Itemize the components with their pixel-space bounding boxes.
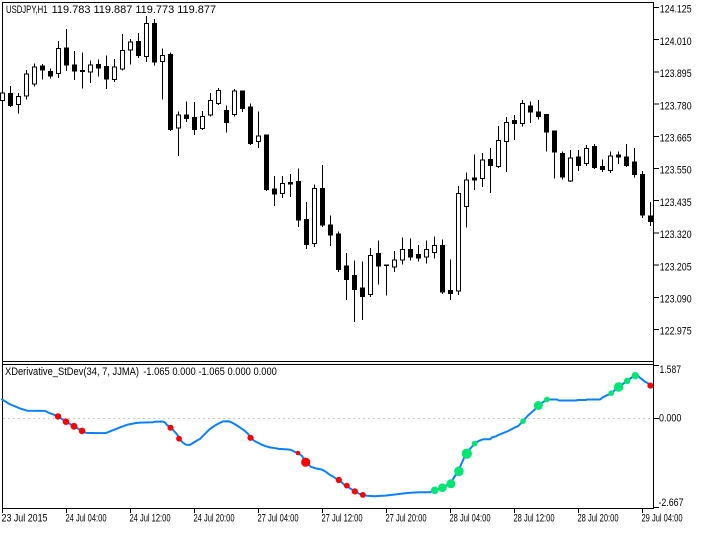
svg-text:USDJPY,H1: USDJPY,H1 <box>6 4 48 16</box>
svg-text:123.435: 123.435 <box>660 197 692 209</box>
svg-text:28 Jul 20:00: 28 Jul 20:00 <box>578 513 619 525</box>
svg-text:23 Jul 2015: 23 Jul 2015 <box>2 513 48 525</box>
svg-text:-1.065 0.000 -1.065 0.000 0.00: -1.065 0.000 -1.065 0.000 0.000 <box>143 366 277 378</box>
svg-text:1.587: 1.587 <box>660 364 682 376</box>
svg-text:-2.667: -2.667 <box>659 497 684 509</box>
svg-text:27 Jul 04:00: 27 Jul 04:00 <box>258 513 299 525</box>
svg-text:24 Jul 20:00: 24 Jul 20:00 <box>194 513 235 525</box>
svg-text:27 Jul 12:00: 27 Jul 12:00 <box>322 513 363 525</box>
svg-text:123.665: 123.665 <box>660 133 692 145</box>
svg-text:24 Jul 04:00: 24 Jul 04:00 <box>66 513 107 525</box>
svg-text:28 Jul 12:00: 28 Jul 12:00 <box>514 513 555 525</box>
svg-text:119.783 119.887 119.773 119.87: 119.783 119.887 119.773 119.877 <box>52 4 217 16</box>
svg-text:123.205: 123.205 <box>660 261 692 273</box>
svg-text:24 Jul 12:00: 24 Jul 12:00 <box>130 513 171 525</box>
svg-text:124.125: 124.125 <box>660 4 692 16</box>
svg-text:122.975: 122.975 <box>660 326 692 338</box>
svg-text:27 Jul 20:00: 27 Jul 20:00 <box>386 513 427 525</box>
svg-text:123.320: 123.320 <box>660 229 692 241</box>
svg-text:123.780: 123.780 <box>660 100 692 112</box>
svg-text:XDerivative_StDev(34, 7, JJMA): XDerivative_StDev(34, 7, JJMA) <box>5 366 139 378</box>
svg-text:0.000: 0.000 <box>659 413 681 425</box>
svg-text:124.010: 124.010 <box>660 36 692 48</box>
svg-text:123.895: 123.895 <box>660 68 692 80</box>
svg-text:29 Jul 04:00: 29 Jul 04:00 <box>642 513 683 525</box>
svg-text:123.090: 123.090 <box>660 294 692 306</box>
svg-text:123.550: 123.550 <box>660 165 692 177</box>
svg-text:28 Jul 04:00: 28 Jul 04:00 <box>450 513 491 525</box>
